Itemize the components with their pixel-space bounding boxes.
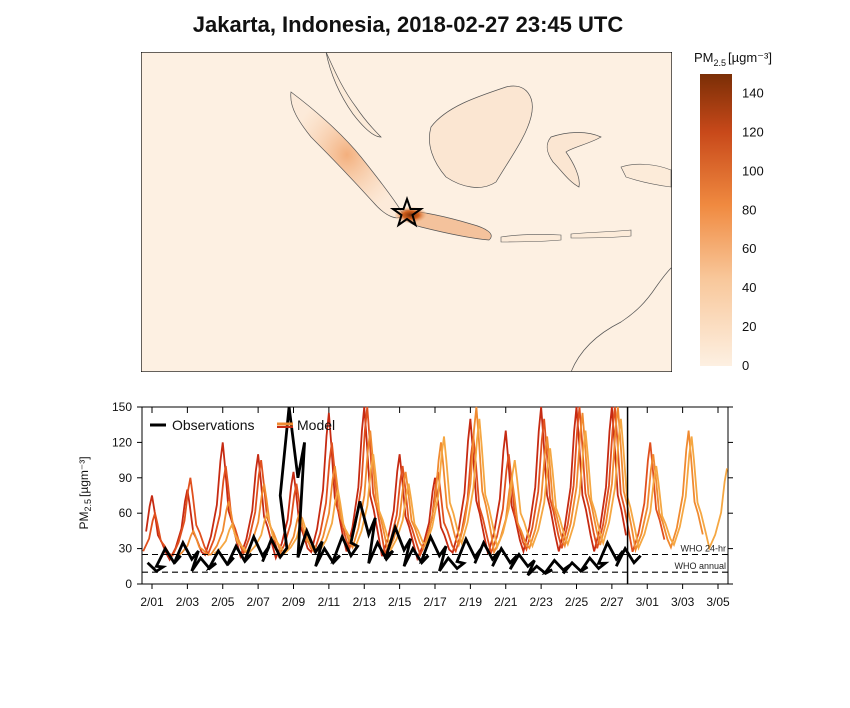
x-tick-label: 2/01: [140, 595, 164, 609]
colorbar-tick-label: 140: [742, 85, 764, 100]
sulawesi-island: [546, 132, 602, 188]
y-tick-label: 30: [119, 542, 133, 556]
colorbar-tick-label: 40: [742, 280, 756, 295]
reference-line-label: WHO annual: [674, 561, 726, 571]
x-tick-label: 2/11: [318, 595, 341, 609]
x-tick-label: 2/23: [529, 595, 553, 609]
y-tick-label: 0: [125, 577, 132, 591]
x-tick-label: 2/17: [423, 595, 447, 609]
colorbar-gradient: [700, 74, 732, 366]
australia-coast: [570, 266, 672, 372]
x-tick-label: 2/21: [494, 595, 518, 609]
y-tick-label: 150: [112, 400, 132, 414]
colorbar-tick-label: 60: [742, 241, 756, 256]
colorbar-tick-label: 100: [742, 163, 764, 178]
x-tick-label: 2/15: [388, 595, 412, 609]
timeseries-chart: 0 30 60 90 120 150 2/01 2/03 2/05 2/07 2/09 2/11 2/1…: [77, 400, 733, 609]
model-series-line: [142, 406, 666, 559]
y-axis-label: PM2.5[µgm⁻³]: [77, 456, 93, 529]
x-tick-label: 2/19: [459, 595, 483, 609]
lesser-sunda-islands: [500, 234, 562, 243]
legend-observations-label: Observations: [172, 417, 254, 433]
model-series-line: [213, 418, 728, 555]
y-tick-label: 60: [119, 506, 133, 520]
x-tick-label: 2/27: [600, 595, 624, 609]
jakarta-station-star-icon: [389, 195, 425, 228]
x-tick-label: 2/25: [565, 595, 589, 609]
legend-model-label: Model: [297, 417, 335, 433]
malay-peninsula: [325, 52, 382, 138]
x-tick-label: 3/03: [671, 595, 695, 609]
colorbar-label: PM2.5 [µgm⁻³]: [694, 50, 772, 68]
x-tick-label: 3/05: [706, 595, 730, 609]
colorbar: PM2.5 [µgm⁻³] 0 20 40 60 80 100 120 140: [694, 50, 772, 373]
model-series-line: [175, 406, 704, 559]
observations-series-line: [146, 406, 642, 577]
borneo-island: [429, 85, 533, 188]
x-tick-label: 2/13: [353, 595, 377, 609]
x-tick-label: 2/05: [211, 595, 235, 609]
x-tick-label: 2/09: [282, 595, 306, 609]
sumatra-island: [290, 91, 404, 219]
y-tick-label: 90: [119, 471, 133, 485]
figure-title: Jakarta, Indonesia, 2018-02-27 23:45 UTC: [192, 12, 624, 37]
colorbar-tick-label: 20: [742, 319, 756, 334]
eastern-islands: [620, 163, 672, 188]
colorbar-tick-label: 80: [742, 202, 756, 217]
x-tick-label: 2/03: [176, 595, 200, 609]
model-series-line: [145, 406, 627, 562]
x-tick-label: 2/07: [246, 595, 270, 609]
x-tick-label: 3/01: [636, 595, 660, 609]
reference-line-label: WHO 24-hr: [680, 544, 726, 554]
y-tick-label: 120: [112, 435, 132, 449]
colorbar-tick-label: 0: [742, 358, 749, 373]
colorbar-tick-label: 120: [742, 124, 764, 139]
pm25-map: [141, 52, 672, 372]
